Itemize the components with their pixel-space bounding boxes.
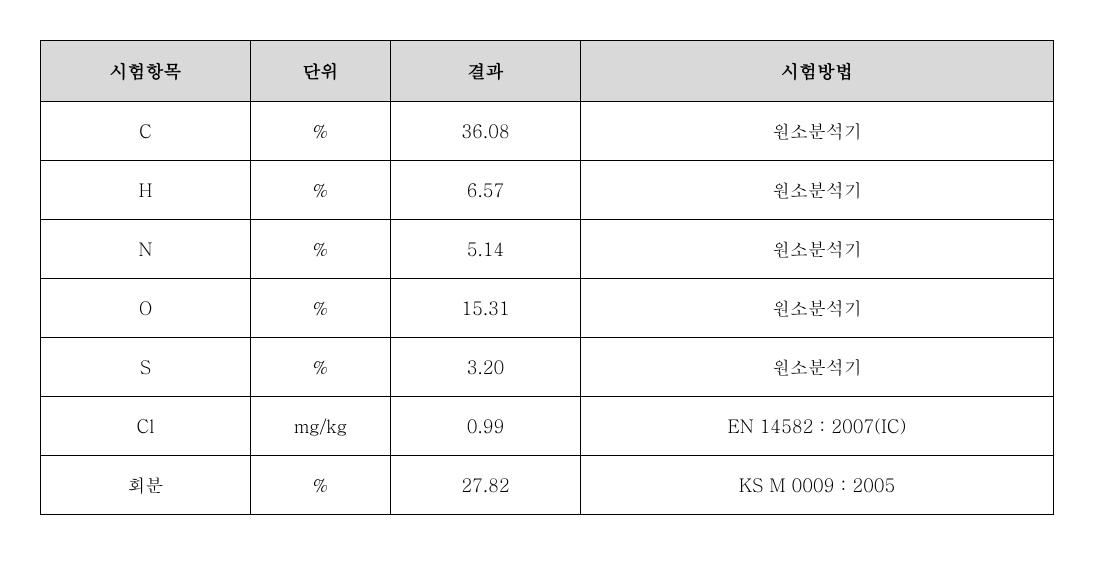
cell-item: N — [41, 220, 251, 279]
cell-unit: % — [251, 220, 391, 279]
cell-result: 36.08 — [391, 102, 581, 161]
cell-result: 3.20 — [391, 338, 581, 397]
cell-unit: % — [251, 279, 391, 338]
header-result: 결과 — [391, 41, 581, 102]
cell-unit: % — [251, 102, 391, 161]
table-row: O % 15.31 원소분석기 — [41, 279, 1054, 338]
cell-unit: % — [251, 161, 391, 220]
cell-method: 원소분석기 — [581, 161, 1054, 220]
cell-result: 27.82 — [391, 456, 581, 515]
cell-result: 5.14 — [391, 220, 581, 279]
cell-method: 원소분석기 — [581, 279, 1054, 338]
results-table: 시험항목 단위 결과 시험방법 C % 36.08 원소분석기 H % 6.57… — [40, 40, 1054, 515]
cell-item: C — [41, 102, 251, 161]
table-header-row: 시험항목 단위 결과 시험방법 — [41, 41, 1054, 102]
table-row: S % 3.20 원소분석기 — [41, 338, 1054, 397]
cell-item: S — [41, 338, 251, 397]
cell-item: 회분 — [41, 456, 251, 515]
cell-method: 원소분석기 — [581, 220, 1054, 279]
cell-method: 원소분석기 — [581, 102, 1054, 161]
cell-item: H — [41, 161, 251, 220]
cell-method: KS M 0009 : 2005 — [581, 456, 1054, 515]
cell-unit: % — [251, 338, 391, 397]
table-row: 회분 % 27.82 KS M 0009 : 2005 — [41, 456, 1054, 515]
table-row: C % 36.08 원소분석기 — [41, 102, 1054, 161]
cell-unit: % — [251, 456, 391, 515]
cell-result: 0.99 — [391, 397, 581, 456]
table-row: N % 5.14 원소분석기 — [41, 220, 1054, 279]
cell-method: EN 14582 : 2007(IC) — [581, 397, 1054, 456]
header-method: 시험방법 — [581, 41, 1054, 102]
table-row: Cl mg/kg 0.99 EN 14582 : 2007(IC) — [41, 397, 1054, 456]
cell-item: Cl — [41, 397, 251, 456]
header-item: 시험항목 — [41, 41, 251, 102]
header-unit: 단위 — [251, 41, 391, 102]
table-row: H % 6.57 원소분석기 — [41, 161, 1054, 220]
cell-unit: mg/kg — [251, 397, 391, 456]
cell-item: O — [41, 279, 251, 338]
cell-method: 원소분석기 — [581, 338, 1054, 397]
cell-result: 6.57 — [391, 161, 581, 220]
cell-result: 15.31 — [391, 279, 581, 338]
